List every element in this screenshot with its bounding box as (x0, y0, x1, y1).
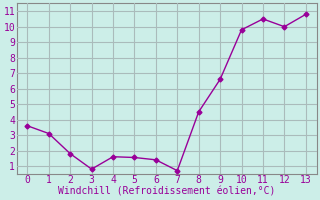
X-axis label: Windchill (Refroidissement éolien,°C): Windchill (Refroidissement éolien,°C) (58, 187, 275, 197)
